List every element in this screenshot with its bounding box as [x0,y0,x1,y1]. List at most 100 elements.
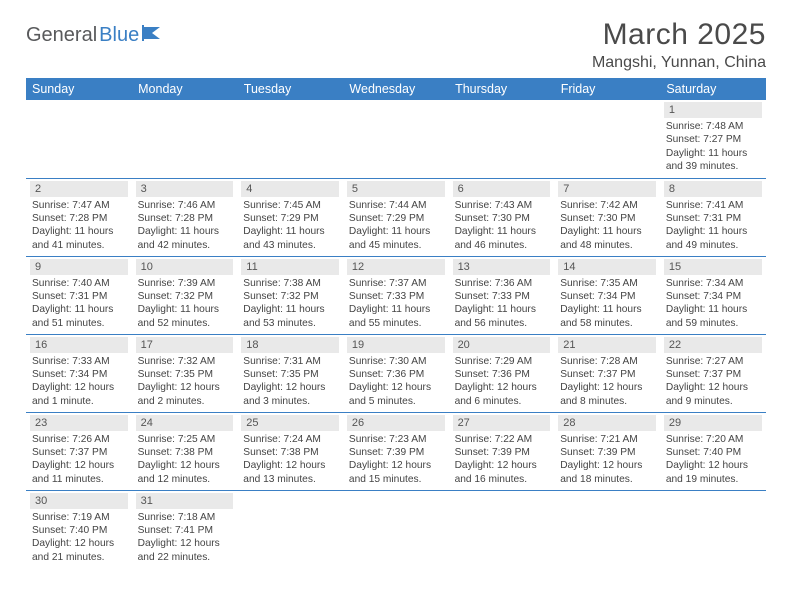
weekday-header: Saturday [660,78,766,100]
day-number: 17 [136,337,234,353]
day-number: 16 [30,337,128,353]
day-number: 6 [453,181,551,197]
day-info: Sunrise: 7:23 AMSunset: 7:39 PMDaylight:… [347,433,445,487]
location-text: Mangshi, Yunnan, China [592,54,766,72]
day-number: 29 [664,415,762,431]
calendar-cell [237,100,343,178]
calendar-cell [343,490,449,568]
day-info: Sunrise: 7:42 AMSunset: 7:30 PMDaylight:… [558,199,656,253]
day-info: Sunrise: 7:33 AMSunset: 7:34 PMDaylight:… [30,355,128,409]
day-number: 28 [558,415,656,431]
day-number: 15 [664,259,762,275]
calendar-cell: 25 Sunrise: 7:24 AMSunset: 7:38 PMDayligh… [237,412,343,490]
day-info: Sunrise: 7:48 AMSunset: 7:27 PMDaylight:… [664,120,762,174]
day-info: Sunrise: 7:31 AMSunset: 7:35 PMDaylight:… [241,355,339,409]
day-info: Sunrise: 7:35 AMSunset: 7:34 PMDaylight:… [558,277,656,331]
day-info: Sunrise: 7:27 AMSunset: 7:37 PMDaylight:… [664,355,762,409]
calendar-cell: 31Sunrise: 7:18 AMSunset: 7:41 PMDayligh… [132,490,238,568]
calendar-cell: 11Sunrise: 7:38 AMSunset: 7:32 PMDayligh… [237,256,343,334]
day-info: Sunrise: 7:34 AMSunset: 7:34 PMDaylight:… [664,277,762,331]
calendar-cell: 1 Sunrise: 7:48 AMSunset: 7:27 PMDaylight… [660,100,766,178]
calendar-week-row: 16 Sunrise: 7:33 AMSunset: 7:34 PMDayligh… [26,334,766,412]
calendar-week-row: 9 Sunrise: 7:40 AMSunset: 7:31 PMDaylight… [26,256,766,334]
calendar-cell: 8 Sunrise: 7:41 AMSunset: 7:31 PMDaylight… [660,178,766,256]
calendar-cell: 19Sunrise: 7:30 AMSunset: 7:36 PMDayligh… [343,334,449,412]
day-info: Sunrise: 7:41 AMSunset: 7:31 PMDaylight:… [664,199,762,253]
day-number: 26 [347,415,445,431]
day-number: 30 [30,493,128,509]
weekday-header: Friday [554,78,660,100]
calendar-cell: 30Sunrise: 7:19 AMSunset: 7:40 PMDayligh… [26,490,132,568]
day-number: 14 [558,259,656,275]
calendar-cell: 26 Sunrise: 7:23 AMSunset: 7:39 PMDayligh… [343,412,449,490]
calendar-cell: 29 Sunrise: 7:20 AMSunset: 7:40 PMDayligh… [660,412,766,490]
calendar-cell: 16 Sunrise: 7:33 AMSunset: 7:34 PMDayligh… [26,334,132,412]
header: General Blue March 2025 Mangshi, Yunnan,… [26,18,766,72]
calendar-cell: 3 Sunrise: 7:46 AMSunset: 7:28 PMDaylight… [132,178,238,256]
day-number: 7 [558,181,656,197]
day-number: 25 [241,415,339,431]
day-number: 8 [664,181,762,197]
calendar-cell [343,100,449,178]
day-number: 10 [136,259,234,275]
calendar-cell [449,490,555,568]
day-number: 13 [453,259,551,275]
day-info: Sunrise: 7:24 AMSunset: 7:38 PMDaylight:… [241,433,339,487]
calendar-cell [554,100,660,178]
weekday-header: Sunday [26,78,132,100]
calendar-week-row: 2Sunrise: 7:47 AMSunset: 7:28 PMDaylight… [26,178,766,256]
day-info: Sunrise: 7:46 AMSunset: 7:28 PMDaylight:… [136,199,234,253]
calendar-cell [449,100,555,178]
day-number: 9 [30,259,128,275]
weekday-header: Thursday [449,78,555,100]
calendar-cell [132,100,238,178]
day-number: 1 [664,102,762,118]
day-number: 18 [241,337,339,353]
calendar-cell [554,490,660,568]
day-number: 19 [347,337,445,353]
calendar-cell: 24Sunrise: 7:25 AMSunset: 7:38 PMDayligh… [132,412,238,490]
calendar-cell: 18 Sunrise: 7:31 AMSunset: 7:35 PMDayligh… [237,334,343,412]
day-info: Sunrise: 7:45 AMSunset: 7:29 PMDaylight:… [241,199,339,253]
calendar-cell: 28Sunrise: 7:21 AMSunset: 7:39 PMDayligh… [554,412,660,490]
day-info: Sunrise: 7:20 AMSunset: 7:40 PMDaylight:… [664,433,762,487]
day-info: Sunrise: 7:39 AMSunset: 7:32 PMDaylight:… [136,277,234,331]
calendar-cell: 6 Sunrise: 7:43 AMSunset: 7:30 PMDaylight… [449,178,555,256]
day-info: Sunrise: 7:32 AMSunset: 7:35 PMDaylight:… [136,355,234,409]
day-info: Sunrise: 7:40 AMSunset: 7:31 PMDaylight:… [30,277,128,331]
day-info: Sunrise: 7:28 AMSunset: 7:37 PMDaylight:… [558,355,656,409]
logo-text-general: General [26,24,97,47]
calendar-week-row: 30Sunrise: 7:19 AMSunset: 7:40 PMDayligh… [26,490,766,568]
calendar-body: 1 Sunrise: 7:48 AMSunset: 7:27 PMDaylight… [26,100,766,568]
day-info: Sunrise: 7:25 AMSunset: 7:38 PMDaylight:… [136,433,234,487]
calendar-week-row: 1 Sunrise: 7:48 AMSunset: 7:27 PMDaylight… [26,100,766,178]
calendar-cell: 13 Sunrise: 7:36 AMSunset: 7:33 PMDayligh… [449,256,555,334]
day-number: 31 [136,493,234,509]
day-number: 4 [241,181,339,197]
day-info: Sunrise: 7:44 AMSunset: 7:29 PMDaylight:… [347,199,445,253]
calendar-cell: 17 Sunrise: 7:32 AMSunset: 7:35 PMDayligh… [132,334,238,412]
day-number: 20 [453,337,551,353]
day-info: Sunrise: 7:26 AMSunset: 7:37 PMDaylight:… [30,433,128,487]
calendar-cell: 23 Sunrise: 7:26 AMSunset: 7:37 PMDayligh… [26,412,132,490]
weekday-header: Tuesday [237,78,343,100]
day-info: Sunrise: 7:43 AMSunset: 7:30 PMDaylight:… [453,199,551,253]
calendar-cell [660,490,766,568]
day-info: Sunrise: 7:36 AMSunset: 7:33 PMDaylight:… [453,277,551,331]
day-number: 23 [30,415,128,431]
title-block: March 2025 Mangshi, Yunnan, China [592,18,766,72]
day-number: 3 [136,181,234,197]
calendar-cell: 14 Sunrise: 7:35 AMSunset: 7:34 PMDayligh… [554,256,660,334]
day-info: Sunrise: 7:29 AMSunset: 7:36 PMDaylight:… [453,355,551,409]
calendar-cell: 21Sunrise: 7:28 AMSunset: 7:37 PMDayligh… [554,334,660,412]
calendar-cell: 22Sunrise: 7:27 AMSunset: 7:37 PMDayligh… [660,334,766,412]
logo-text-blue: Blue [99,24,139,47]
month-title: March 2025 [592,18,766,52]
day-info: Sunrise: 7:37 AMSunset: 7:33 PMDaylight:… [347,277,445,331]
logo: General Blue [26,18,166,47]
calendar-cell [237,490,343,568]
calendar-cell: 9 Sunrise: 7:40 AMSunset: 7:31 PMDaylight… [26,256,132,334]
calendar-cell: 7 Sunrise: 7:42 AMSunset: 7:30 PMDaylight… [554,178,660,256]
day-info: Sunrise: 7:22 AMSunset: 7:39 PMDaylight:… [453,433,551,487]
day-number: 11 [241,259,339,275]
